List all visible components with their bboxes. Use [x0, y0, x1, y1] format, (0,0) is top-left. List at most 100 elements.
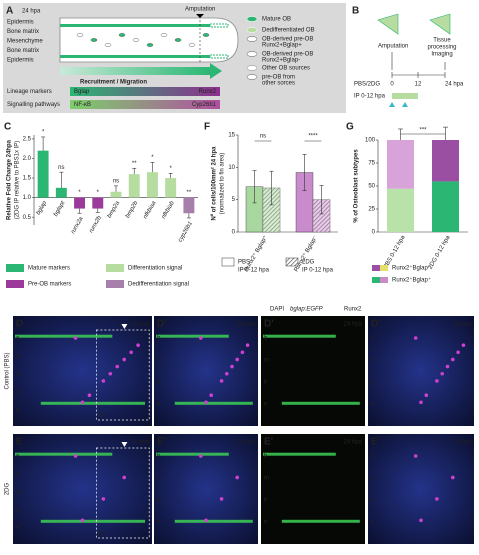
bar-segment — [387, 188, 414, 232]
bone-signal — [263, 334, 336, 338]
runx2-cell — [424, 393, 429, 398]
runx2-cell — [445, 364, 450, 369]
label: Runx2 — [199, 89, 217, 95]
axis-title: (normalized to fin area) — [220, 153, 226, 215]
bar-tint — [263, 188, 280, 232]
label: Amputation — [185, 7, 215, 13]
label: Lineage markers — [7, 89, 52, 95]
bar — [92, 197, 104, 209]
label: NF-κB — [74, 102, 91, 108]
runx2-cell — [199, 454, 203, 458]
amputation-arrow — [196, 14, 204, 18]
legend-text: Pre-OB markers — [28, 282, 71, 288]
panel-letter: A — [6, 6, 13, 17]
y-tick-label: 2.0 — [23, 156, 32, 162]
tissue-label: e — [157, 520, 161, 526]
panel-letter: E' — [371, 437, 380, 448]
label: Amputation — [378, 44, 408, 50]
tissue-label: b — [16, 472, 20, 478]
tissue-label: e — [371, 520, 375, 526]
bone-signal — [281, 401, 360, 405]
amputation-arrow — [121, 324, 128, 329]
bone-stripe-dashed — [209, 54, 229, 59]
x-tick-label: cyp26b1 — [177, 221, 194, 244]
legend-text: IP 0-12 hpa — [302, 268, 334, 274]
tissue-label: b — [371, 498, 375, 504]
runx2-cell — [87, 393, 92, 398]
runx2-cell — [451, 357, 455, 362]
runx2-cell — [225, 371, 229, 376]
tissue-label: m — [371, 476, 376, 482]
tissue-label: b — [16, 354, 20, 360]
y-tick-label: 0 — [232, 230, 236, 236]
legend-text: other sorces — [262, 81, 295, 87]
bar-segment — [432, 181, 459, 232]
runx2-cell — [122, 357, 126, 362]
runx2-cell — [419, 400, 423, 405]
legend-text: OB-derived pre-OB — [262, 37, 313, 43]
bone-signal — [15, 334, 113, 338]
cell — [188, 43, 196, 47]
label: processing — [427, 45, 456, 51]
tissue-label: b — [371, 336, 375, 342]
runx2-cell — [240, 350, 245, 355]
y-tick-label: 0 — [372, 230, 376, 236]
runx2-cell — [461, 343, 466, 347]
significance: ns — [113, 178, 119, 184]
bar — [74, 197, 86, 209]
micrograph — [261, 434, 365, 544]
fin-outline — [59, 17, 239, 63]
recruitment-arrow — [60, 67, 210, 75]
runx2-cell — [219, 497, 224, 501]
bone-signal — [174, 519, 253, 523]
bar-segment — [432, 140, 459, 182]
time-label: 24 hpa — [237, 322, 256, 328]
tissue-label: m — [16, 490, 21, 496]
label: 12 — [415, 82, 422, 88]
panel-letter: B — [352, 6, 359, 17]
cell — [146, 43, 154, 47]
legend-text: OB-derived pre-OB — [262, 52, 313, 58]
micrograph — [13, 316, 152, 426]
bone-signal — [156, 452, 229, 456]
panel-letter: D' — [157, 319, 167, 330]
x-tick-label: nfkbiaa — [143, 200, 158, 220]
cell — [202, 33, 210, 37]
significance: ** — [132, 161, 137, 167]
runx2-cell — [413, 336, 418, 340]
legend-icon — [246, 74, 258, 80]
tissue-label: m — [264, 358, 269, 364]
bar — [146, 172, 158, 198]
label: Imaging — [431, 52, 452, 58]
recruitment-head — [210, 63, 222, 79]
runx2-cell — [419, 518, 423, 523]
legend-text: Differentiation signal — [128, 266, 182, 272]
bone-signal — [156, 334, 229, 338]
micrograph — [13, 434, 152, 544]
panel-letter: D — [16, 319, 23, 330]
bar — [165, 178, 177, 198]
tissue-label: e — [16, 336, 20, 342]
legend-swatch — [285, 257, 299, 267]
legend-text: pre-OB from — [262, 75, 295, 81]
y-tick-label: 0.5 — [23, 215, 32, 221]
legend-icon — [246, 27, 258, 33]
tissue-label: b — [371, 380, 375, 386]
legend-text: PBS — [238, 260, 250, 266]
tissue-label: Epidermis — [7, 58, 34, 64]
significance: *** — [419, 128, 427, 134]
tissue-label: b — [264, 336, 268, 342]
tissue-label: e — [264, 520, 268, 526]
runx2-cell — [199, 336, 203, 340]
time-label: 24 hpa — [237, 440, 256, 446]
runx2-cell — [235, 357, 239, 362]
axis-title: Relative Fold Change 24hpa — [7, 139, 13, 220]
significance: * — [78, 190, 81, 196]
legend-icon — [246, 16, 258, 22]
lineage-bar — [70, 87, 220, 96]
bar-segment — [387, 140, 414, 189]
runx2-cell — [136, 343, 140, 347]
tissue-label: b — [157, 336, 161, 342]
label: PBS — [354, 82, 366, 88]
bone-signal — [15, 452, 113, 456]
